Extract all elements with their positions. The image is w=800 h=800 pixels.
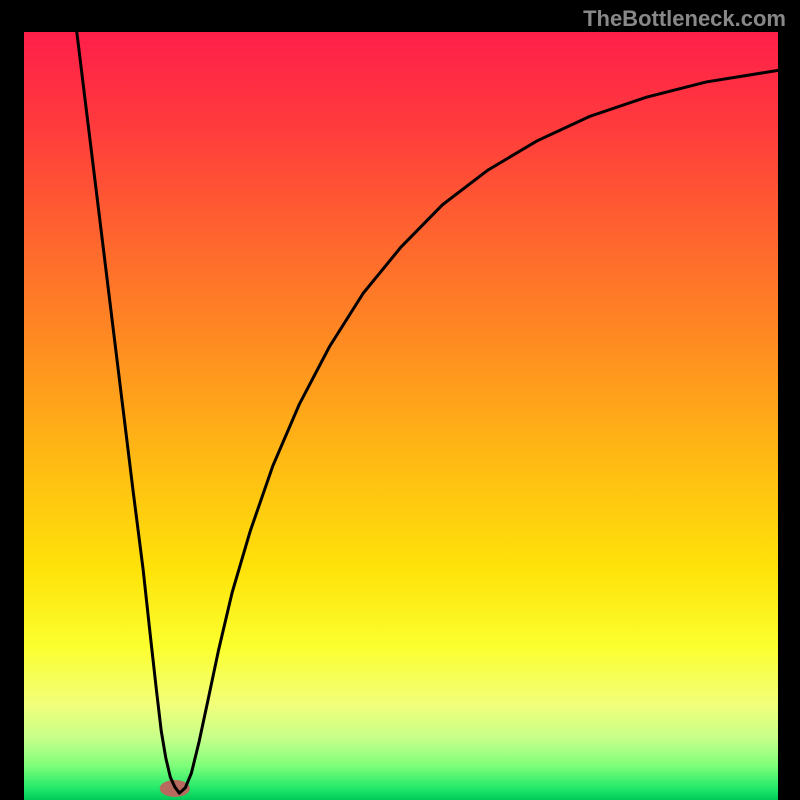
bottleneck-plot bbox=[24, 32, 778, 800]
gradient-background bbox=[24, 32, 778, 800]
watermark-text: TheBottleneck.com bbox=[583, 6, 786, 32]
